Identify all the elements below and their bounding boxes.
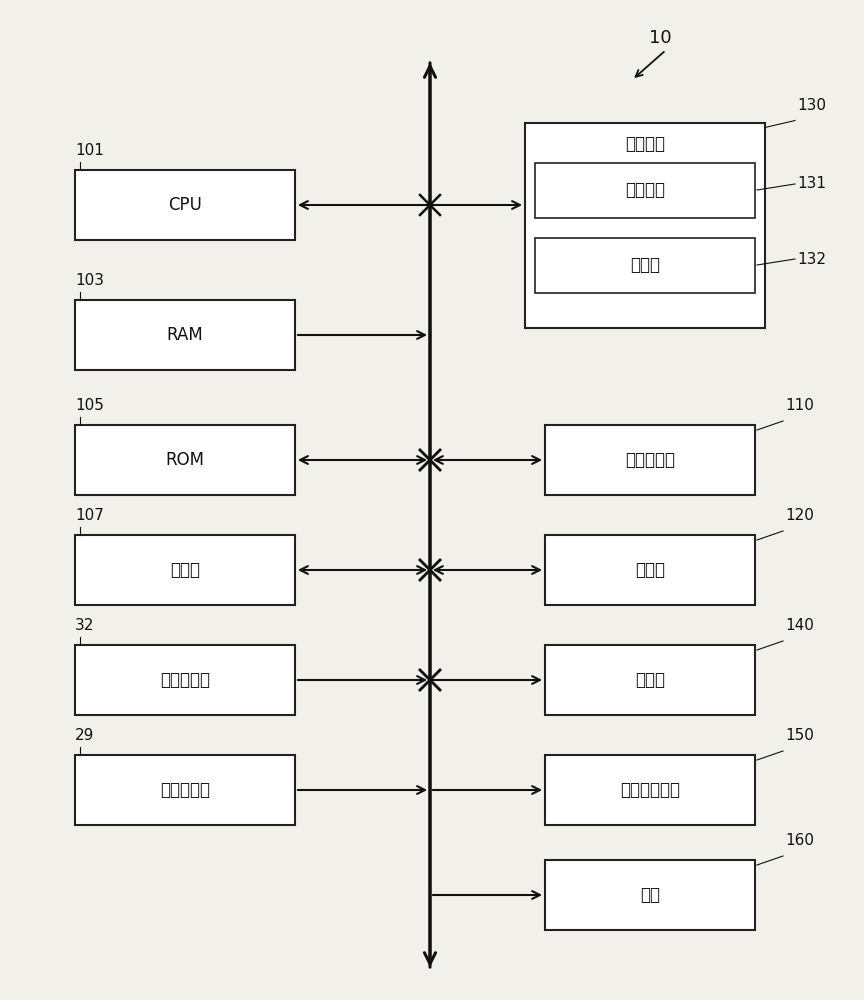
Bar bbox=[545, 860, 755, 930]
Bar bbox=[75, 425, 295, 495]
Bar bbox=[545, 755, 755, 825]
Text: 110: 110 bbox=[785, 398, 814, 413]
Text: 操作面板: 操作面板 bbox=[625, 135, 665, 153]
Bar bbox=[545, 645, 755, 715]
Text: 140: 140 bbox=[785, 618, 814, 633]
Text: 160: 160 bbox=[785, 833, 814, 848]
Text: 120: 120 bbox=[785, 508, 814, 523]
Bar bbox=[75, 170, 295, 240]
Bar bbox=[545, 535, 755, 605]
Text: 103: 103 bbox=[75, 273, 104, 288]
Text: CPU: CPU bbox=[168, 196, 202, 214]
Text: 105: 105 bbox=[75, 398, 104, 413]
Bar bbox=[75, 645, 295, 715]
Text: 通信部: 通信部 bbox=[635, 671, 665, 689]
Text: 107: 107 bbox=[75, 508, 104, 523]
Bar bbox=[75, 300, 295, 370]
Text: 132: 132 bbox=[797, 251, 826, 266]
Text: 风扇: 风扇 bbox=[640, 886, 660, 904]
Text: 温度传感器: 温度传感器 bbox=[160, 671, 210, 689]
Bar bbox=[75, 535, 295, 605]
Text: 百叶窗用电机: 百叶窗用电机 bbox=[620, 781, 680, 799]
Text: 131: 131 bbox=[797, 176, 826, 192]
Text: 输入键: 输入键 bbox=[630, 256, 660, 274]
Text: 32: 32 bbox=[75, 618, 94, 633]
Bar bbox=[545, 425, 755, 495]
Text: 温度传感器: 温度传感器 bbox=[160, 781, 210, 799]
Text: 显示装置: 显示装置 bbox=[625, 181, 665, 199]
Text: 输送部: 输送部 bbox=[635, 561, 665, 579]
Text: RAM: RAM bbox=[167, 326, 203, 344]
Bar bbox=[525, 122, 765, 328]
Text: 150: 150 bbox=[785, 728, 814, 743]
Text: 29: 29 bbox=[75, 728, 94, 743]
Bar bbox=[535, 237, 755, 292]
Text: 10: 10 bbox=[649, 29, 671, 47]
Text: 101: 101 bbox=[75, 143, 104, 158]
Text: 存储部: 存储部 bbox=[170, 561, 200, 579]
Bar bbox=[75, 755, 295, 825]
Text: ROM: ROM bbox=[166, 451, 205, 469]
Bar bbox=[535, 162, 755, 218]
Text: 130: 130 bbox=[797, 98, 826, 112]
Text: 图像形成部: 图像形成部 bbox=[625, 451, 675, 469]
